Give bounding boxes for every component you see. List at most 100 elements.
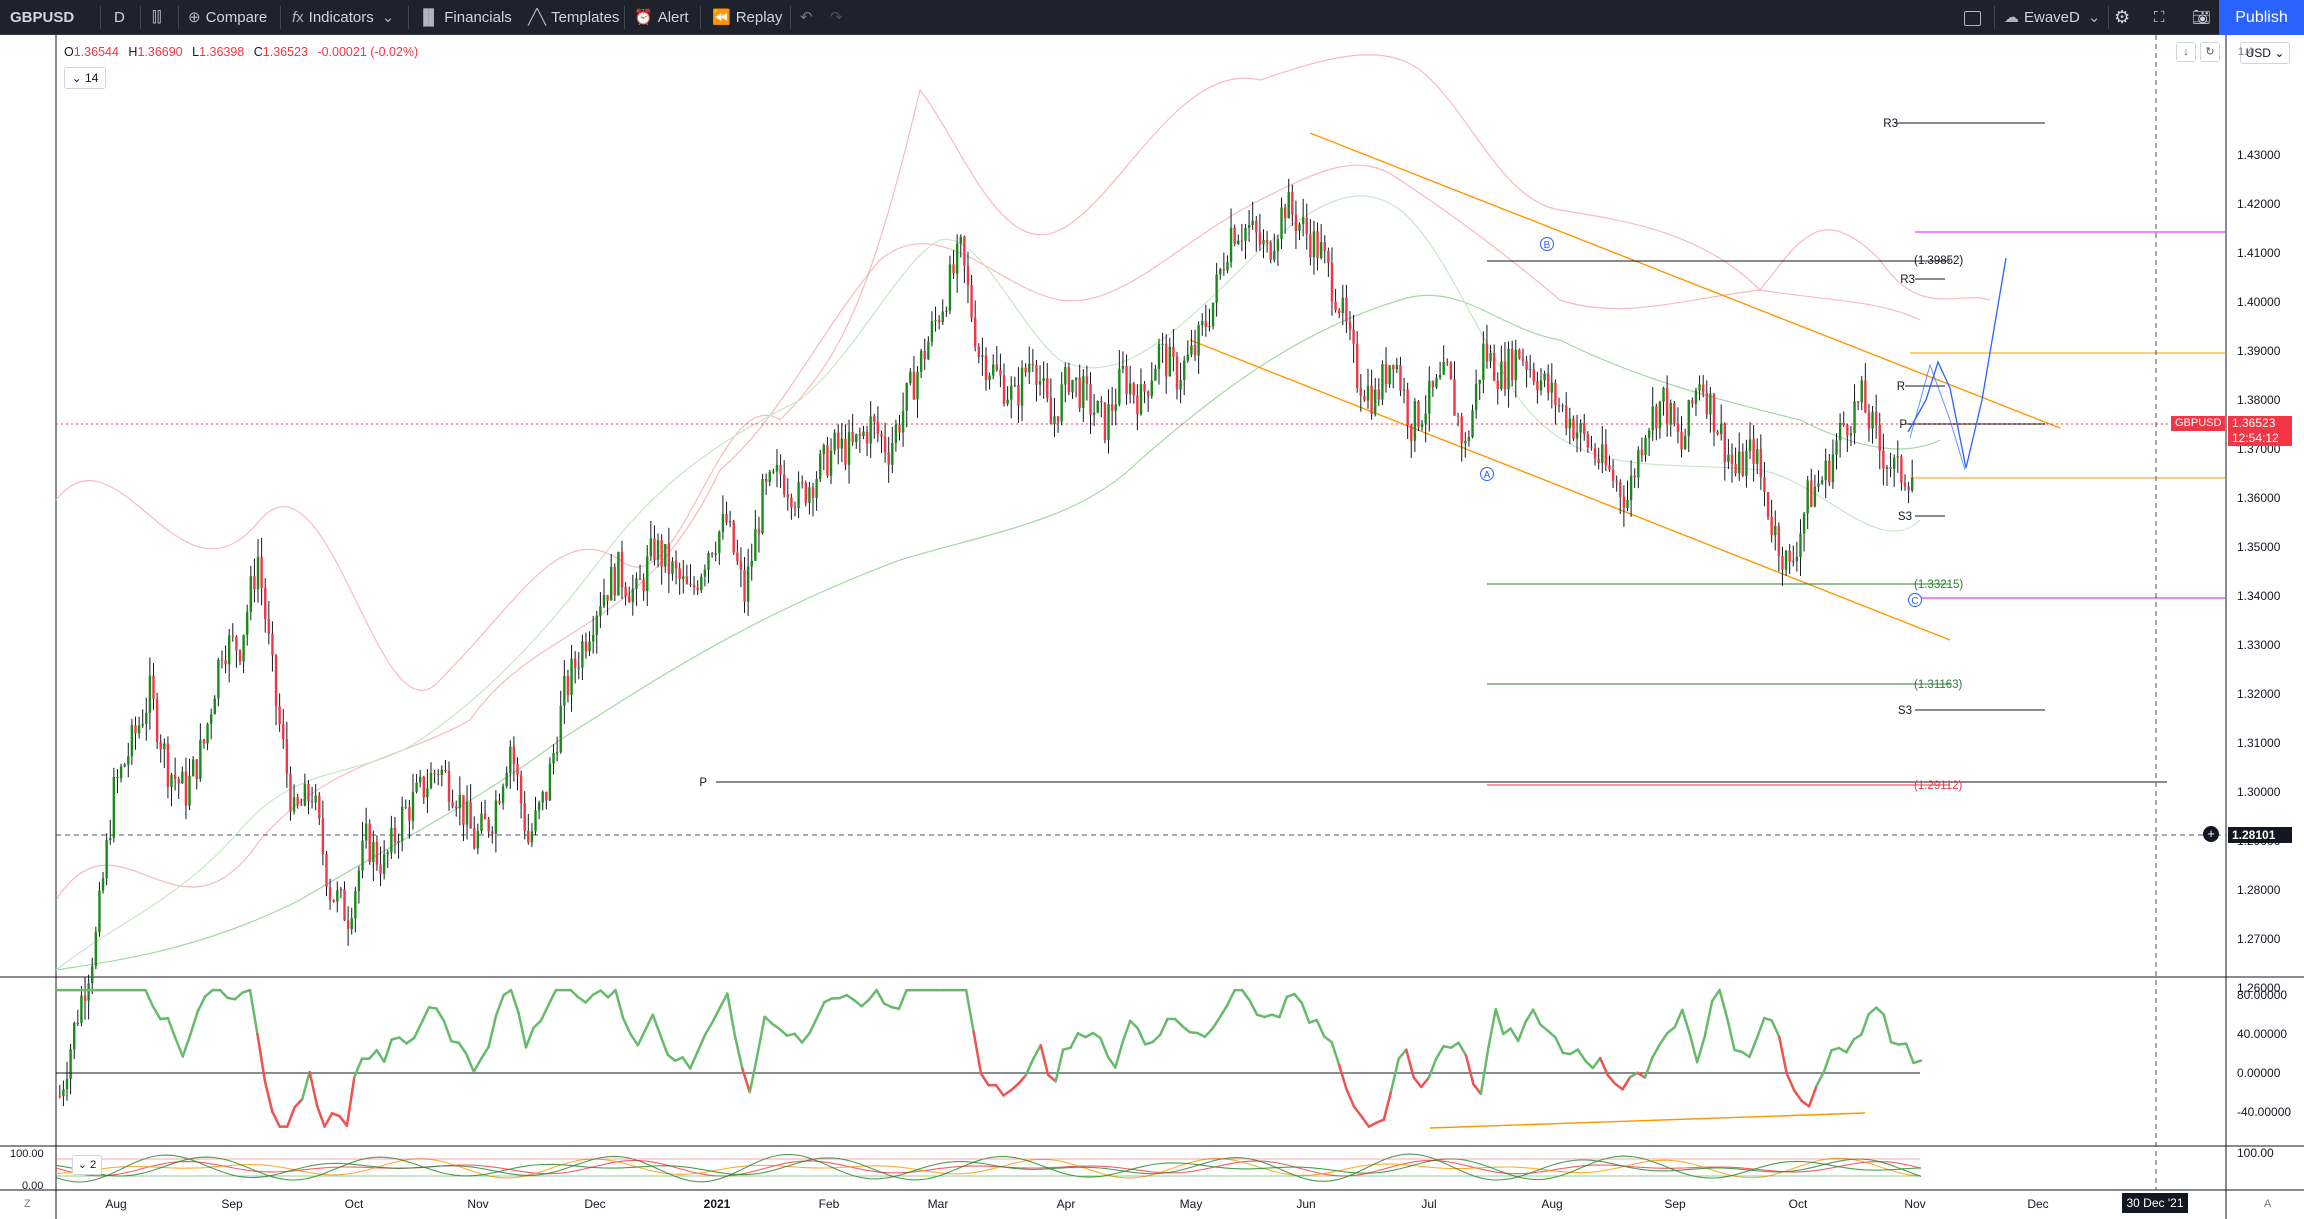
compare-button[interactable]: ⊕ Compare [188,0,267,35]
redo-button[interactable]: ↷ [830,0,843,35]
candle-body [1392,365,1395,370]
candle-body [1233,227,1236,244]
osc-segment [1800,1099,1811,1108]
layout-name-button[interactable]: ☁ EwaveD ⌄ [2004,0,2105,35]
auto-scale-button[interactable]: A [2264,1198,2272,1210]
osc-segment [256,1032,267,1083]
candle-body [1078,377,1081,408]
candle-body [1575,432,1579,439]
candle-body [1038,381,1042,385]
osc-segment [226,996,237,1001]
chevron-down-icon: ⌄ [77,1159,88,1171]
function-icon: fx [292,9,304,26]
candle-body [1053,416,1056,425]
osc-segment [1725,1016,1736,1052]
snapshot-button[interactable]: 📷︎ [2192,0,2211,35]
osc-segment [532,1019,543,1030]
alert-button[interactable]: ⏰ Alert [634,0,689,35]
candle-body [1673,403,1676,424]
candle-body [1799,533,1802,557]
candle-body [1719,423,1723,435]
candle-body [667,544,671,574]
osc-segment [1069,1031,1080,1050]
candle-body [1633,475,1636,478]
candle-body [69,1049,72,1080]
osc-segment [487,1014,498,1049]
candle-body [754,529,757,561]
time-axis-label: Dec [2027,1197,2048,1211]
chart-type-button[interactable]: ⫿⫿ [152,0,167,35]
candle-body [1741,451,1745,476]
candle-body [653,538,656,560]
price-axis-label: 1.42000 [2237,197,2281,211]
candle-body [364,823,368,841]
candle-body [1853,401,1856,434]
candle-body [505,772,508,787]
candle-body [516,764,519,776]
undo-button[interactable]: ↶ [800,0,813,35]
interval-button[interactable]: D [114,9,125,26]
osc-segment [1740,1050,1751,1059]
currency-selector[interactable]: USD ⌄ [2240,42,2290,64]
candle-body [1885,467,1889,469]
osc-segment [1240,988,1251,1002]
r-small-label: R [1897,381,1905,393]
candle-body [350,918,353,930]
candle-body [1500,361,1503,390]
zoom-corner-button[interactable]: Z [24,1198,31,1210]
add-alert-button[interactable]: + [2203,826,2219,842]
candle-body [314,795,317,803]
candle-body [685,576,689,584]
reset-scale-button[interactable]: ↻ [2200,42,2220,62]
candle-body [1676,423,1680,432]
candle-body [343,889,346,921]
candle-body [764,479,768,482]
candle-body [1781,555,1784,570]
candle-body [1892,457,1896,469]
publish-button[interactable]: Publish [2219,0,2304,35]
osc-segment [323,1112,334,1128]
osc-segment [1076,1031,1087,1039]
candle-body [109,837,112,841]
osc-segment [1337,1063,1348,1091]
candle-body [909,371,912,384]
chart-canvas[interactable]: 1.43000 1.42000 1.41000 1.40000 1.39000 1.380… [0,35,2304,1219]
indicators-toggle[interactable]: ⌄ 14 [64,67,106,89]
osc-segment [1531,1008,1542,1027]
candle-body [570,658,573,695]
candle-body [1424,413,1427,424]
candle-body [101,878,105,891]
candle-body [1691,400,1694,404]
fullscreen-button[interactable]: ⛶ [2154,0,2165,35]
candle-body [761,479,764,534]
replay-button[interactable]: ⏪ Replay [712,0,782,35]
osc-segment [1501,1027,1512,1036]
financials-button[interactable]: ▐▌ Financials [418,0,512,35]
symbol-search[interactable]: GBPUSD [10,9,75,26]
scroll-down-button[interactable]: ↓ [2176,42,2196,62]
select-layout-button[interactable] [1964,0,1981,35]
osc-segment [174,1036,185,1058]
candle-body [1597,458,1600,463]
candle-body [1485,343,1489,362]
candle-body [476,830,480,849]
top-toolbar: GBPUSD D ⫿⫿ ⊕ Compare fx Indicators ⌄ ▐▌ Fin… [0,0,2304,35]
candle-body [642,579,645,591]
replay-label: Replay [735,9,783,26]
candle-body [1110,404,1114,411]
settings-button[interactable]: ⚙ [2114,0,2130,35]
indicators-button[interactable]: fx Indicators ⌄ [292,0,399,35]
candle-body [1399,364,1402,391]
osc-segment [845,993,856,1002]
oscillator-series [54,988,1923,1128]
templates-button[interactable]: ╱╲ Templates [528,0,619,35]
osc-segment [1524,1008,1535,1024]
candle-body [912,371,916,400]
candle-body [1849,433,1853,436]
candle-body [1460,416,1463,444]
price-axis-label: 1.38000 [2237,393,2281,407]
candle-body [509,746,512,773]
indicators-toggle-lower[interactable]: ⌄ 2 [72,1155,102,1175]
candle-body [1406,389,1409,426]
candle-body [577,667,580,669]
